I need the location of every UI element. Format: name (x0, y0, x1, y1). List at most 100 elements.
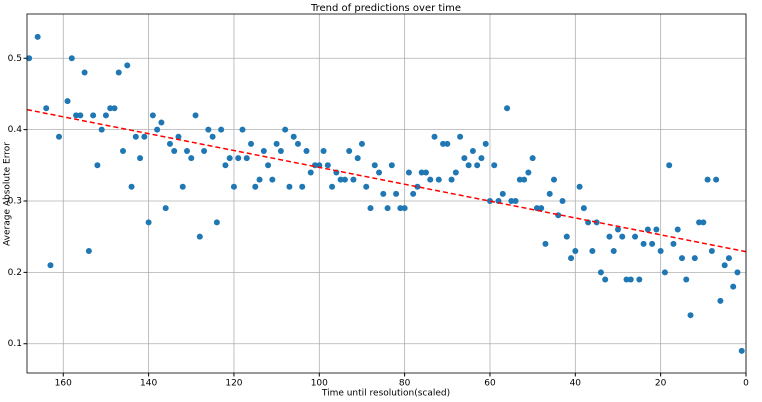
point (661, 269, 668, 276)
point (230, 183, 237, 190)
point (47, 262, 54, 269)
point (248, 140, 255, 147)
point (397, 205, 404, 212)
point (678, 255, 685, 262)
point (137, 155, 144, 162)
point (619, 233, 626, 240)
point (486, 197, 493, 204)
point (713, 176, 720, 183)
point (98, 126, 105, 133)
point (34, 33, 41, 40)
point (235, 155, 242, 162)
point (222, 162, 229, 169)
y-tick-label: 0.2 (8, 268, 22, 278)
point (384, 205, 391, 212)
x-tick-label: 60 (484, 379, 496, 389)
point (649, 240, 656, 247)
point (708, 247, 715, 254)
point (516, 176, 523, 183)
chart-title: Trend of predictions over time (310, 3, 461, 14)
point (683, 276, 690, 283)
point (380, 190, 387, 197)
point (491, 162, 498, 169)
point (102, 112, 109, 119)
point (376, 169, 383, 176)
point (192, 112, 199, 119)
point (145, 219, 152, 226)
trend-line (26, 108, 747, 253)
point (427, 176, 434, 183)
point (730, 283, 737, 290)
point (120, 148, 127, 155)
point (401, 205, 408, 212)
point (696, 219, 703, 226)
point (265, 162, 272, 169)
point (299, 183, 306, 190)
point (457, 133, 464, 140)
point (623, 276, 630, 283)
point (589, 247, 596, 254)
point (256, 176, 263, 183)
point (179, 183, 186, 190)
point (538, 205, 545, 212)
point (269, 176, 276, 183)
point (614, 226, 621, 233)
point (482, 140, 489, 147)
point (307, 169, 314, 176)
y-tick-label: 0.5 (8, 54, 22, 64)
point (90, 112, 97, 119)
point (525, 169, 532, 176)
point (414, 183, 421, 190)
y-tick-label: 0.1 (8, 339, 22, 349)
x-tick-label: 20 (655, 379, 667, 389)
point (273, 140, 280, 147)
point (512, 197, 519, 204)
point (388, 162, 395, 169)
point (653, 226, 660, 233)
point (666, 162, 673, 169)
point (521, 176, 528, 183)
x-tick-label: 80 (399, 379, 411, 389)
point (354, 155, 361, 162)
point (568, 255, 575, 262)
point (158, 119, 165, 126)
point (81, 69, 88, 76)
x-tick-label: 140 (140, 379, 157, 389)
point (260, 148, 267, 155)
point (418, 169, 425, 176)
point (448, 176, 455, 183)
point (529, 155, 536, 162)
x-tick-label: 40 (570, 379, 582, 389)
point (154, 126, 161, 133)
point (632, 233, 639, 240)
point (226, 155, 233, 162)
point (657, 247, 664, 254)
point (444, 140, 451, 147)
point (721, 262, 728, 269)
point (149, 112, 156, 119)
point (26, 55, 33, 62)
x-tick-label: 160 (55, 379, 72, 389)
point (107, 105, 114, 112)
point (555, 212, 562, 219)
point (243, 155, 250, 162)
y-tick-label: 0.4 (8, 125, 23, 135)
point (452, 169, 459, 176)
point (508, 197, 515, 204)
point (597, 269, 604, 276)
point (94, 162, 101, 169)
point (393, 190, 400, 197)
point (329, 183, 336, 190)
point (422, 169, 429, 176)
point (580, 205, 587, 212)
point (303, 148, 310, 155)
point (410, 190, 417, 197)
point (563, 233, 570, 240)
point (550, 176, 557, 183)
point (350, 176, 357, 183)
point (132, 133, 139, 140)
point (371, 162, 378, 169)
point (290, 133, 297, 140)
point (572, 247, 579, 254)
